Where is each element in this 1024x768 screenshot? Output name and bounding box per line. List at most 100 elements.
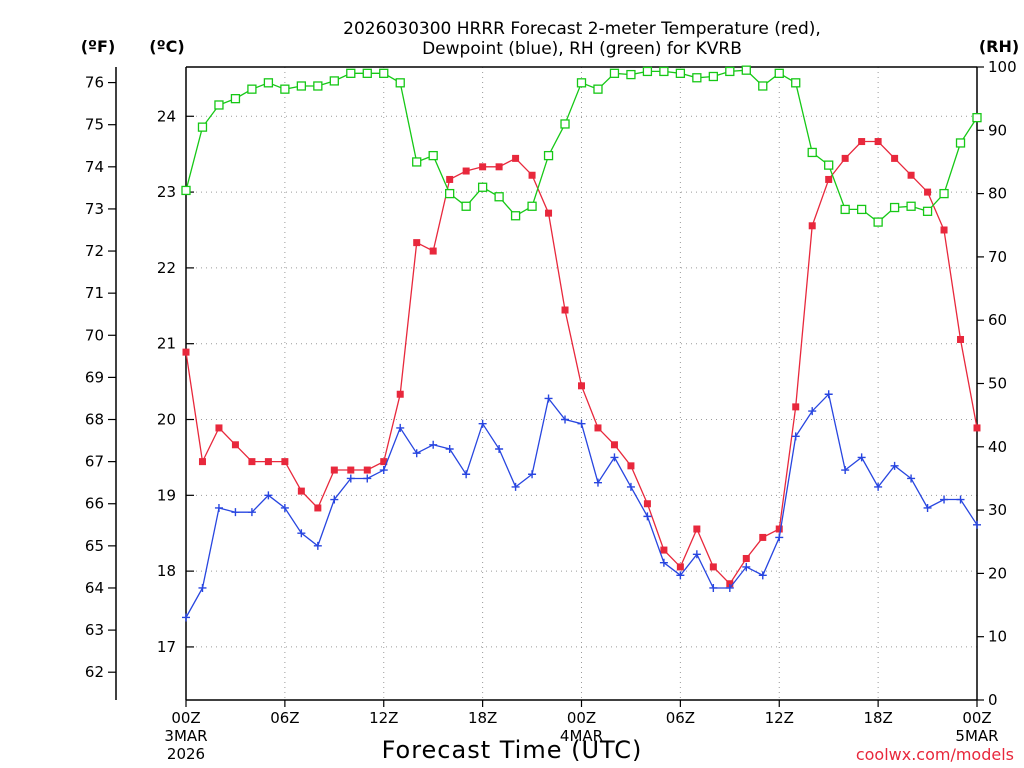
rh-point <box>922 206 933 216</box>
rh-tick-label: 90 <box>988 121 1007 139</box>
rh-point <box>972 112 982 123</box>
dewpoint-point <box>412 449 421 458</box>
temperature-point <box>314 504 322 512</box>
temperature-point <box>610 441 618 449</box>
dewpoint-point <box>643 512 652 521</box>
temperature-point <box>545 209 553 217</box>
rh-point <box>494 192 504 202</box>
dewpoint-point <box>923 503 932 512</box>
temperature-point <box>643 500 651 508</box>
fahrenheit-tick-label: 69 <box>85 368 104 386</box>
rh-point <box>725 66 735 77</box>
rh-point <box>758 81 768 91</box>
dewpoint-point <box>973 520 981 529</box>
dewpoint-point <box>264 491 273 500</box>
data-series <box>181 65 982 622</box>
temperature-point <box>940 226 948 234</box>
rh-point <box>346 68 356 78</box>
dewpoint-point <box>758 571 767 580</box>
temperature-point <box>231 441 239 449</box>
gridlines <box>186 67 977 700</box>
temperature-point <box>413 239 421 247</box>
temperature-point <box>561 306 569 314</box>
rh-tick-label: 50 <box>988 375 1007 393</box>
rh-point <box>197 122 208 132</box>
dewpoint-point <box>692 550 701 559</box>
dewpoint-point <box>956 495 965 504</box>
fahrenheit-tick-label: 65 <box>85 537 104 555</box>
fahrenheit-tick-label: 72 <box>85 242 104 260</box>
dewpoint-point <box>874 482 883 491</box>
unit-label-rh: (RH) <box>979 37 1019 56</box>
rh-point <box>428 150 438 161</box>
dewpoint-point <box>561 415 570 424</box>
x-tick-date-label: 5MAR <box>955 727 998 745</box>
rh-point <box>560 119 570 129</box>
x-tick-label: 12Z <box>369 709 398 727</box>
celsius-tick-label: 22 <box>157 259 176 277</box>
dewpoint-point <box>231 508 240 517</box>
chart-title-line2: Dewpoint (blue), RH (green) for KVRB <box>422 39 742 59</box>
dewpoint-point <box>182 613 190 622</box>
rh-point <box>247 84 257 94</box>
rh-point <box>543 150 554 161</box>
temperature-point <box>215 424 223 432</box>
celsius-tick-label: 20 <box>157 411 176 429</box>
dewpoint-point <box>824 390 833 399</box>
temperature-point <box>363 466 371 474</box>
axes: 17 18 19 20 21 22 23 24 62 63 64 65 66 67 68 69 70 71 72 73… <box>85 58 1017 763</box>
dewpoint-point <box>890 461 899 470</box>
celsius-tick-label: 18 <box>157 562 176 580</box>
rh-tick-label: 60 <box>988 311 1007 329</box>
dewpoint-point <box>198 583 207 592</box>
rh-point <box>412 157 422 167</box>
temperature-point <box>594 424 602 432</box>
temperature-point <box>297 487 305 495</box>
dewpoint-point <box>593 478 602 487</box>
rh-point <box>313 81 323 91</box>
rh-point <box>576 78 587 88</box>
rh-point <box>708 71 718 82</box>
temperature-point <box>248 458 256 466</box>
x-tick-label: 12Z <box>765 709 794 727</box>
temperature-point <box>759 533 767 541</box>
temperature-point <box>808 222 816 230</box>
rh-point <box>856 204 867 215</box>
temperature-point <box>676 563 684 571</box>
temperature-point <box>792 403 800 411</box>
dewpoint-point <box>791 432 800 441</box>
unit-label-fahrenheit: (ºF) <box>81 37 116 56</box>
rh-point <box>791 78 801 88</box>
dewpoint-point <box>214 503 223 512</box>
credit-link[interactable]: coolwx.com/models <box>856 745 1014 764</box>
dewpoint-point <box>280 503 289 512</box>
fahrenheit-tick-label: 64 <box>85 579 104 597</box>
dewpoint-point <box>396 423 405 432</box>
fahrenheit-tick-label: 70 <box>85 326 104 344</box>
rh-point <box>609 68 620 78</box>
x-tick-date-label: 4MAR <box>560 727 603 745</box>
temperature-point <box>198 458 206 466</box>
rh-tick-label: 30 <box>988 501 1007 519</box>
x-tick-label: 00Z <box>567 709 596 727</box>
temperature-point <box>446 175 454 183</box>
dewpoint-point <box>363 474 372 483</box>
dewpoint-point <box>445 444 454 453</box>
dewpoint-point <box>511 482 520 491</box>
rh-point <box>675 68 686 78</box>
fahrenheit-tick-label: 74 <box>85 158 104 176</box>
dewpoint-point <box>544 394 553 403</box>
x-tick-date-label: 3MAR <box>164 727 207 745</box>
temperature-point <box>924 188 932 196</box>
x-tick-label: 18Z <box>863 709 892 727</box>
temperature-point <box>907 171 915 179</box>
temperature-point <box>330 466 338 474</box>
rh-tick-label: 100 <box>988 58 1017 76</box>
dewpoint-point <box>495 444 504 453</box>
dewpoint-point <box>610 453 619 462</box>
fahrenheit-tick-label: 71 <box>85 284 104 302</box>
dewpoint-point <box>709 583 718 592</box>
rh-point <box>593 84 603 94</box>
dewpoint-point <box>742 562 751 571</box>
rh-point <box>659 66 669 77</box>
